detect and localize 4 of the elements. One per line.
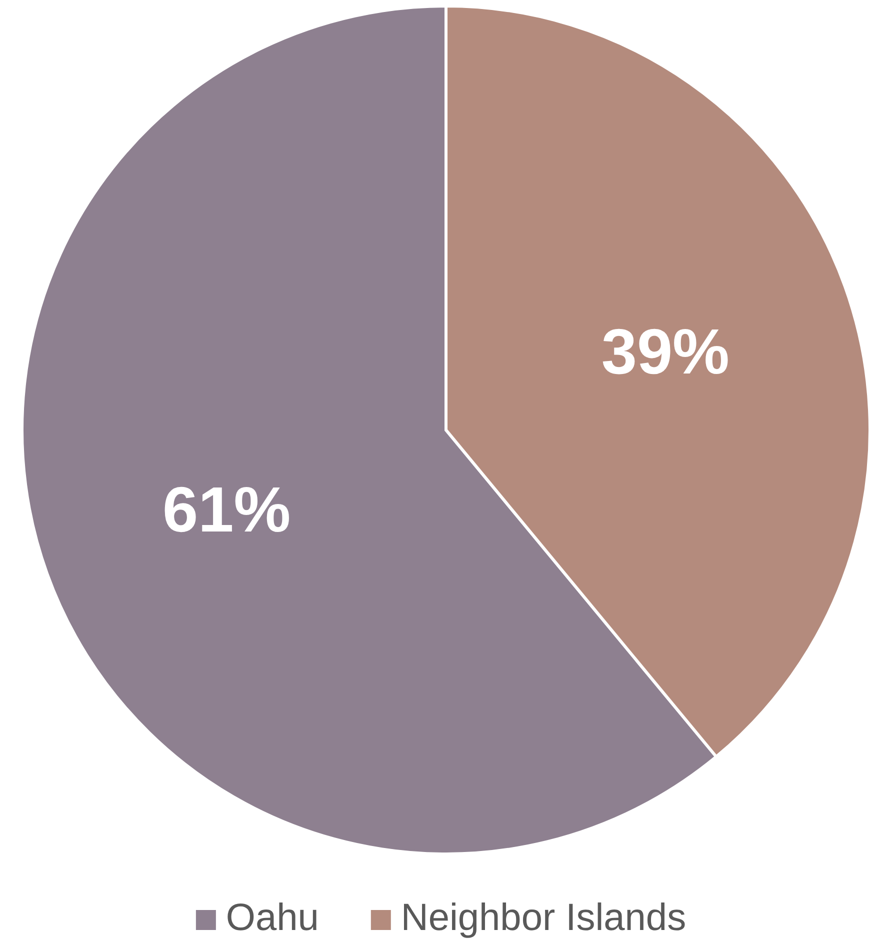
data-label: 39% xyxy=(601,315,730,388)
slice-label: Oahu xyxy=(226,897,319,939)
legend-label: Neighbor Islands xyxy=(400,897,686,939)
data-label: 61% xyxy=(162,473,291,546)
